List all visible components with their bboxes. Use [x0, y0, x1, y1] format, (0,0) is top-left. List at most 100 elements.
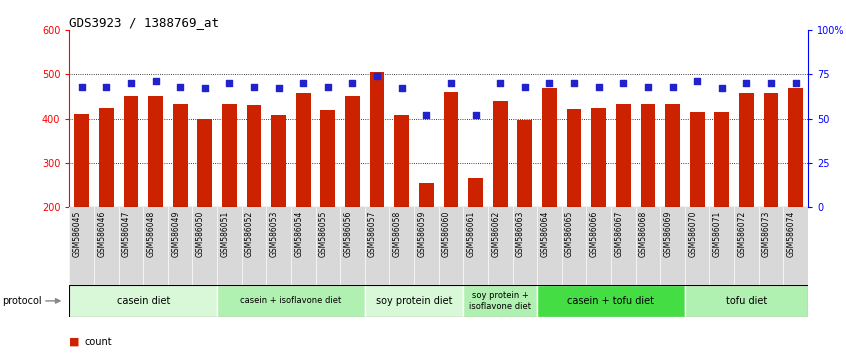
- Bar: [493, 101, 508, 207]
- Bar: [222, 104, 237, 207]
- Bar: [148, 96, 163, 207]
- Text: casein + isoflavone diet: casein + isoflavone diet: [240, 296, 342, 306]
- Point: [75, 84, 89, 90]
- Text: GSM586055: GSM586055: [319, 211, 328, 257]
- Point: [690, 79, 704, 84]
- Point: [542, 80, 556, 86]
- Text: ■: ■: [69, 337, 80, 347]
- Text: GSM586074: GSM586074: [787, 211, 795, 257]
- Text: GSM586068: GSM586068: [639, 211, 648, 257]
- Bar: [764, 93, 778, 207]
- Text: GSM586048: GSM586048: [146, 211, 156, 257]
- Point: [296, 80, 310, 86]
- Point: [469, 112, 482, 118]
- Text: protocol: protocol: [2, 296, 41, 306]
- Text: GSM586069: GSM586069: [663, 211, 673, 257]
- Text: GSM586053: GSM586053: [270, 211, 278, 257]
- Bar: [74, 114, 89, 207]
- Text: GSM586045: GSM586045: [73, 211, 82, 257]
- Text: GSM586061: GSM586061: [467, 211, 475, 257]
- Bar: [173, 104, 188, 207]
- Text: GSM586051: GSM586051: [221, 211, 229, 257]
- Text: GSM586056: GSM586056: [343, 211, 353, 257]
- Text: GSM586054: GSM586054: [294, 211, 303, 257]
- Text: GSM586072: GSM586072: [738, 211, 746, 257]
- Point: [100, 84, 113, 90]
- Text: count: count: [85, 337, 113, 347]
- Bar: [443, 92, 459, 207]
- Point: [444, 80, 458, 86]
- Bar: [464, 285, 537, 317]
- Text: soy protein diet: soy protein diet: [376, 296, 453, 306]
- Point: [739, 80, 753, 86]
- Bar: [739, 93, 754, 207]
- Bar: [247, 105, 261, 207]
- Text: GSM586046: GSM586046: [97, 211, 107, 257]
- Bar: [518, 120, 532, 207]
- Point: [321, 84, 335, 90]
- Bar: [665, 104, 680, 207]
- Bar: [542, 88, 557, 207]
- Text: GSM586057: GSM586057: [368, 211, 377, 257]
- Text: GSM586062: GSM586062: [492, 211, 500, 257]
- Text: GSM586060: GSM586060: [442, 211, 451, 257]
- Bar: [689, 112, 705, 207]
- Point: [568, 80, 581, 86]
- Bar: [217, 285, 365, 317]
- Bar: [370, 72, 384, 207]
- Bar: [345, 96, 360, 207]
- Text: GSM586058: GSM586058: [393, 211, 402, 257]
- Bar: [788, 88, 803, 207]
- Bar: [419, 183, 434, 207]
- Point: [518, 84, 531, 90]
- Bar: [99, 108, 113, 207]
- Bar: [296, 93, 310, 207]
- Bar: [272, 115, 286, 207]
- Bar: [684, 285, 808, 317]
- Bar: [69, 285, 217, 317]
- Point: [247, 84, 261, 90]
- Text: GSM586052: GSM586052: [245, 211, 254, 257]
- Text: GSM586047: GSM586047: [122, 211, 131, 257]
- Text: GSM586070: GSM586070: [688, 211, 697, 257]
- Bar: [537, 285, 684, 317]
- Point: [272, 86, 285, 91]
- Bar: [394, 115, 409, 207]
- Point: [420, 112, 433, 118]
- Bar: [567, 109, 581, 207]
- Point: [346, 80, 360, 86]
- Text: GSM586071: GSM586071: [713, 211, 722, 257]
- Point: [592, 84, 606, 90]
- Point: [198, 86, 212, 91]
- Point: [371, 73, 384, 79]
- Text: GSM586050: GSM586050: [195, 211, 205, 257]
- Text: casein diet: casein diet: [117, 296, 170, 306]
- Text: GSM586066: GSM586066: [590, 211, 599, 257]
- Point: [173, 84, 187, 90]
- Point: [788, 80, 802, 86]
- Text: soy protein +
isoflavone diet: soy protein + isoflavone diet: [470, 291, 531, 310]
- Text: GSM586067: GSM586067: [614, 211, 624, 257]
- Point: [666, 84, 679, 90]
- Bar: [365, 285, 464, 317]
- Text: GSM586064: GSM586064: [541, 211, 549, 257]
- Bar: [468, 178, 483, 207]
- Text: GSM586065: GSM586065: [565, 211, 574, 257]
- Bar: [321, 110, 335, 207]
- Text: GSM586073: GSM586073: [762, 211, 771, 257]
- Point: [764, 80, 777, 86]
- Bar: [640, 104, 656, 207]
- Text: GSM586049: GSM586049: [171, 211, 180, 257]
- Text: GSM586059: GSM586059: [417, 211, 426, 257]
- Bar: [197, 120, 212, 207]
- Point: [222, 80, 236, 86]
- Bar: [714, 112, 729, 207]
- Point: [641, 84, 655, 90]
- Point: [715, 86, 728, 91]
- Text: GDS3923 / 1388769_at: GDS3923 / 1388769_at: [69, 16, 219, 29]
- Point: [124, 80, 138, 86]
- Point: [493, 80, 507, 86]
- Point: [617, 80, 630, 86]
- Text: GSM586063: GSM586063: [516, 211, 525, 257]
- Text: casein + tofu diet: casein + tofu diet: [568, 296, 655, 306]
